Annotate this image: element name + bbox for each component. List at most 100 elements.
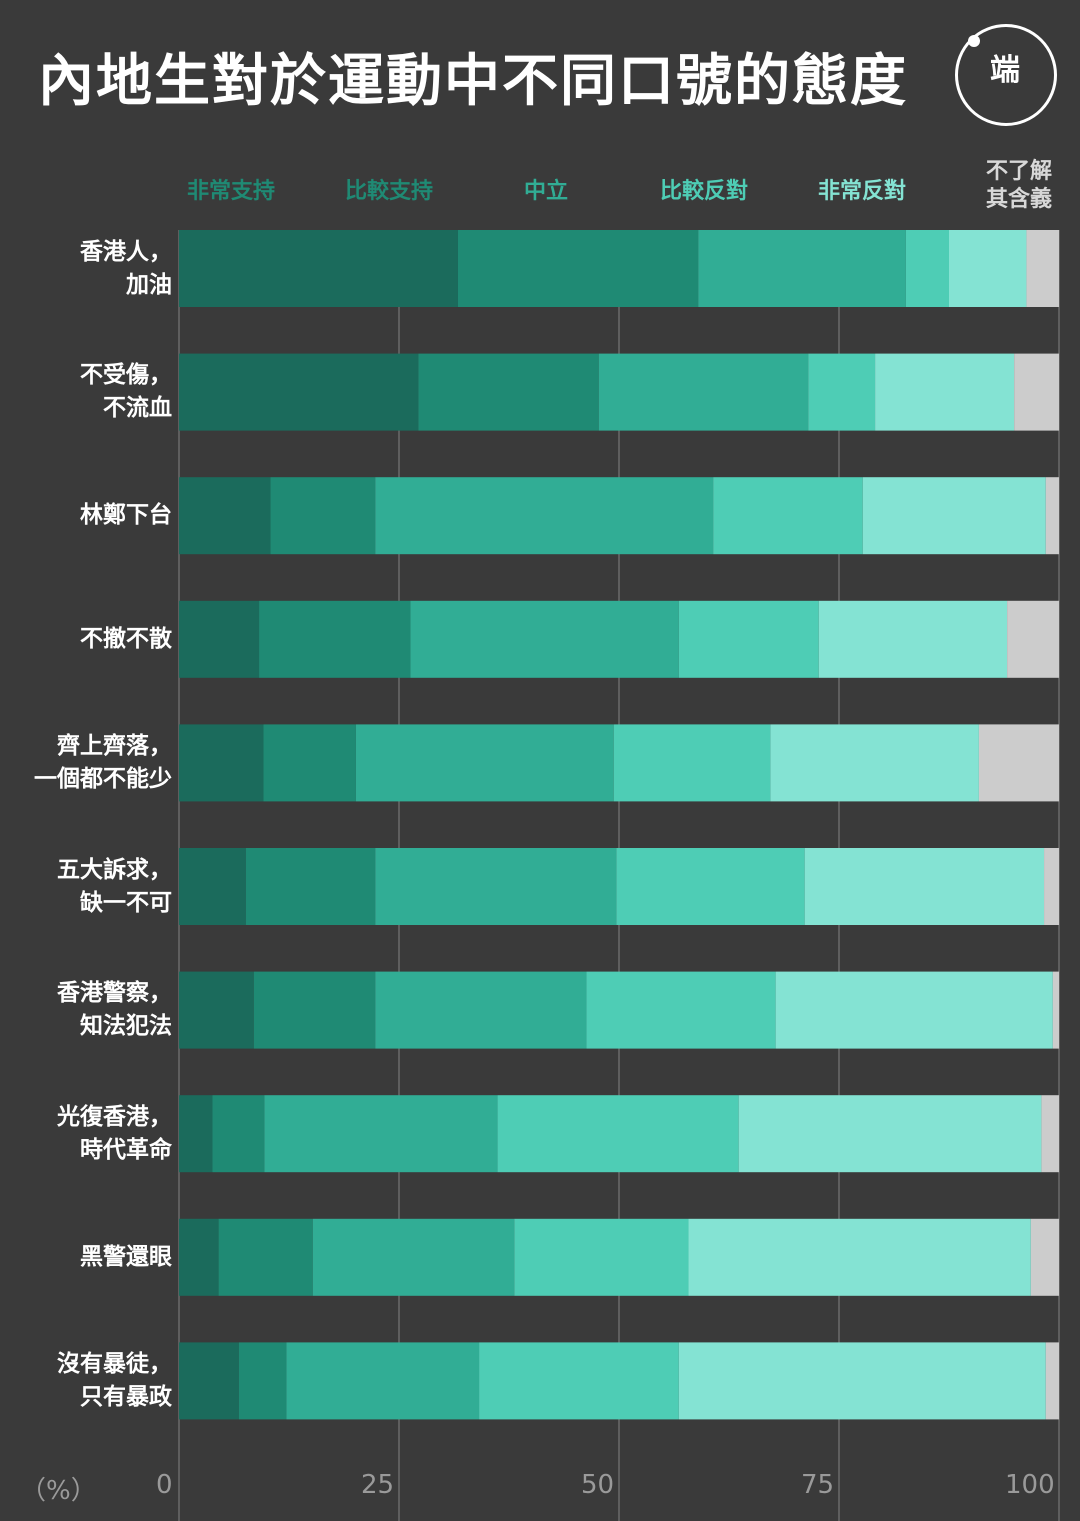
initium-logo-icon: 端 bbox=[955, 24, 1057, 126]
bar-segment bbox=[613, 724, 771, 802]
bar-segment bbox=[598, 353, 809, 431]
bar-segment bbox=[245, 848, 376, 925]
bar-segment bbox=[270, 477, 376, 555]
row-label-line: 知法犯法 bbox=[80, 1013, 172, 1040]
row-label-line: 齊上齊落， bbox=[57, 732, 172, 759]
x-tick-label: 50 bbox=[581, 1470, 615, 1500]
x-tick-label: 75 bbox=[801, 1470, 835, 1500]
bar-segment bbox=[698, 230, 906, 307]
legend-item: 比較支持 bbox=[344, 179, 433, 204]
row-label-line: 不受傷， bbox=[80, 362, 172, 389]
bar-segment bbox=[713, 477, 863, 555]
bar-segment bbox=[678, 600, 819, 678]
bar-segment bbox=[179, 1218, 219, 1296]
bar-segment bbox=[179, 230, 458, 307]
bar-segment bbox=[738, 1095, 1042, 1173]
row-label: 沒有暴徒， 只有暴政 bbox=[57, 1348, 172, 1414]
bar-segment bbox=[804, 848, 1045, 925]
logo-text: 端 bbox=[990, 53, 1022, 88]
bar-segment bbox=[978, 724, 1059, 802]
row-label-line: 不流血 bbox=[103, 395, 172, 422]
bar-segment bbox=[375, 971, 587, 1049]
bar-segment bbox=[818, 600, 1008, 678]
row-label-line: 五大訴求， bbox=[57, 856, 172, 883]
page-title: 內地生對於運動中不同口號的態度 bbox=[38, 49, 908, 114]
bar-segment bbox=[179, 971, 254, 1049]
row-label-line: 沒有暴徒， bbox=[57, 1350, 172, 1377]
bar-segment bbox=[875, 353, 1015, 431]
bar-segment bbox=[1045, 1342, 1059, 1420]
row-label-line: 缺一不可 bbox=[80, 889, 172, 916]
bar-segment bbox=[862, 477, 1046, 555]
x-tick-label: 0 bbox=[156, 1470, 173, 1500]
row-label-line: 光復香港， bbox=[57, 1103, 172, 1130]
row-label-line: 林鄭下台 bbox=[80, 502, 172, 529]
row-label-line: 不撤不散 bbox=[80, 625, 172, 652]
x-tick-label: 25 bbox=[361, 1470, 395, 1500]
row-label: 林鄭下台 bbox=[80, 499, 172, 532]
bar-segment bbox=[678, 1342, 1046, 1420]
bar-segment bbox=[179, 1342, 239, 1420]
row-label: 不撤不散 bbox=[80, 623, 172, 656]
legend-item-line: 其含義 bbox=[985, 187, 1052, 212]
bar-segment bbox=[259, 600, 411, 678]
bar-segment bbox=[479, 1342, 679, 1420]
bar-segment bbox=[218, 1218, 313, 1296]
bar-segment bbox=[355, 724, 614, 802]
bar-segment bbox=[212, 1095, 265, 1173]
bar-segment bbox=[1041, 1095, 1059, 1173]
row-label-line: 香港警察， bbox=[57, 980, 172, 1007]
x-tick-label: 100 bbox=[1005, 1470, 1055, 1500]
bar-segment bbox=[264, 1095, 498, 1173]
row-label-line: 只有暴政 bbox=[80, 1383, 172, 1410]
bar-segment bbox=[1045, 477, 1059, 555]
row-label-line: 加油 bbox=[126, 271, 172, 298]
bar-segment bbox=[179, 1095, 213, 1173]
row-label: 五大訴求， 缺一不可 bbox=[57, 854, 172, 920]
bar-segment bbox=[179, 848, 246, 925]
bar-segment bbox=[179, 353, 419, 431]
bar-segment bbox=[586, 971, 776, 1049]
bar-segment bbox=[497, 1095, 739, 1173]
legend-item: 非常反對 bbox=[817, 179, 906, 204]
bar-segment bbox=[375, 848, 617, 925]
bar-segment bbox=[179, 724, 264, 802]
bar-segment bbox=[457, 230, 699, 307]
row-label: 不受傷， 不流血 bbox=[80, 359, 172, 425]
legend-item: 中立 bbox=[523, 179, 568, 204]
bar-segment bbox=[253, 971, 376, 1049]
row-label-line: 黑警還眼 bbox=[80, 1243, 172, 1270]
row-label-line: 一個都不能少 bbox=[34, 765, 172, 792]
bar-segment bbox=[179, 477, 271, 555]
row-label-line: 香港人， bbox=[80, 238, 172, 265]
bar-segment bbox=[312, 1218, 515, 1296]
bar-segment bbox=[949, 230, 1027, 307]
bar-segment bbox=[808, 353, 876, 431]
bar-segment bbox=[770, 724, 979, 802]
row-label: 齊上齊落， 一個都不能少 bbox=[34, 730, 172, 796]
bar-segment bbox=[1030, 1218, 1059, 1296]
unit-label: （%） bbox=[20, 1476, 97, 1506]
legend-item-line: 不了解 bbox=[985, 159, 1052, 184]
legend-item: 不了解 其含義 bbox=[974, 158, 1064, 214]
row-label: 光復香港， 時代革命 bbox=[57, 1101, 172, 1167]
bar-segment bbox=[179, 600, 260, 678]
bar-segment bbox=[1052, 971, 1059, 1049]
legend-item: 比較反對 bbox=[659, 179, 748, 204]
row-label: 黑警還眼 bbox=[80, 1241, 172, 1274]
logo-dot bbox=[968, 35, 980, 47]
bar-segment bbox=[375, 477, 714, 555]
bar-segment bbox=[286, 1342, 480, 1420]
row-label: 香港警察， 知法犯法 bbox=[57, 977, 172, 1043]
bar-segment bbox=[514, 1218, 689, 1296]
bar-segment bbox=[688, 1218, 1031, 1296]
bar-segment bbox=[418, 353, 599, 431]
bar-segment bbox=[1044, 848, 1059, 925]
bar-segment bbox=[1014, 353, 1059, 431]
bar-segment bbox=[263, 724, 356, 802]
row-label: 香港人， 加油 bbox=[80, 236, 172, 302]
bar-segment bbox=[238, 1342, 287, 1420]
bar-segment bbox=[1026, 230, 1059, 307]
